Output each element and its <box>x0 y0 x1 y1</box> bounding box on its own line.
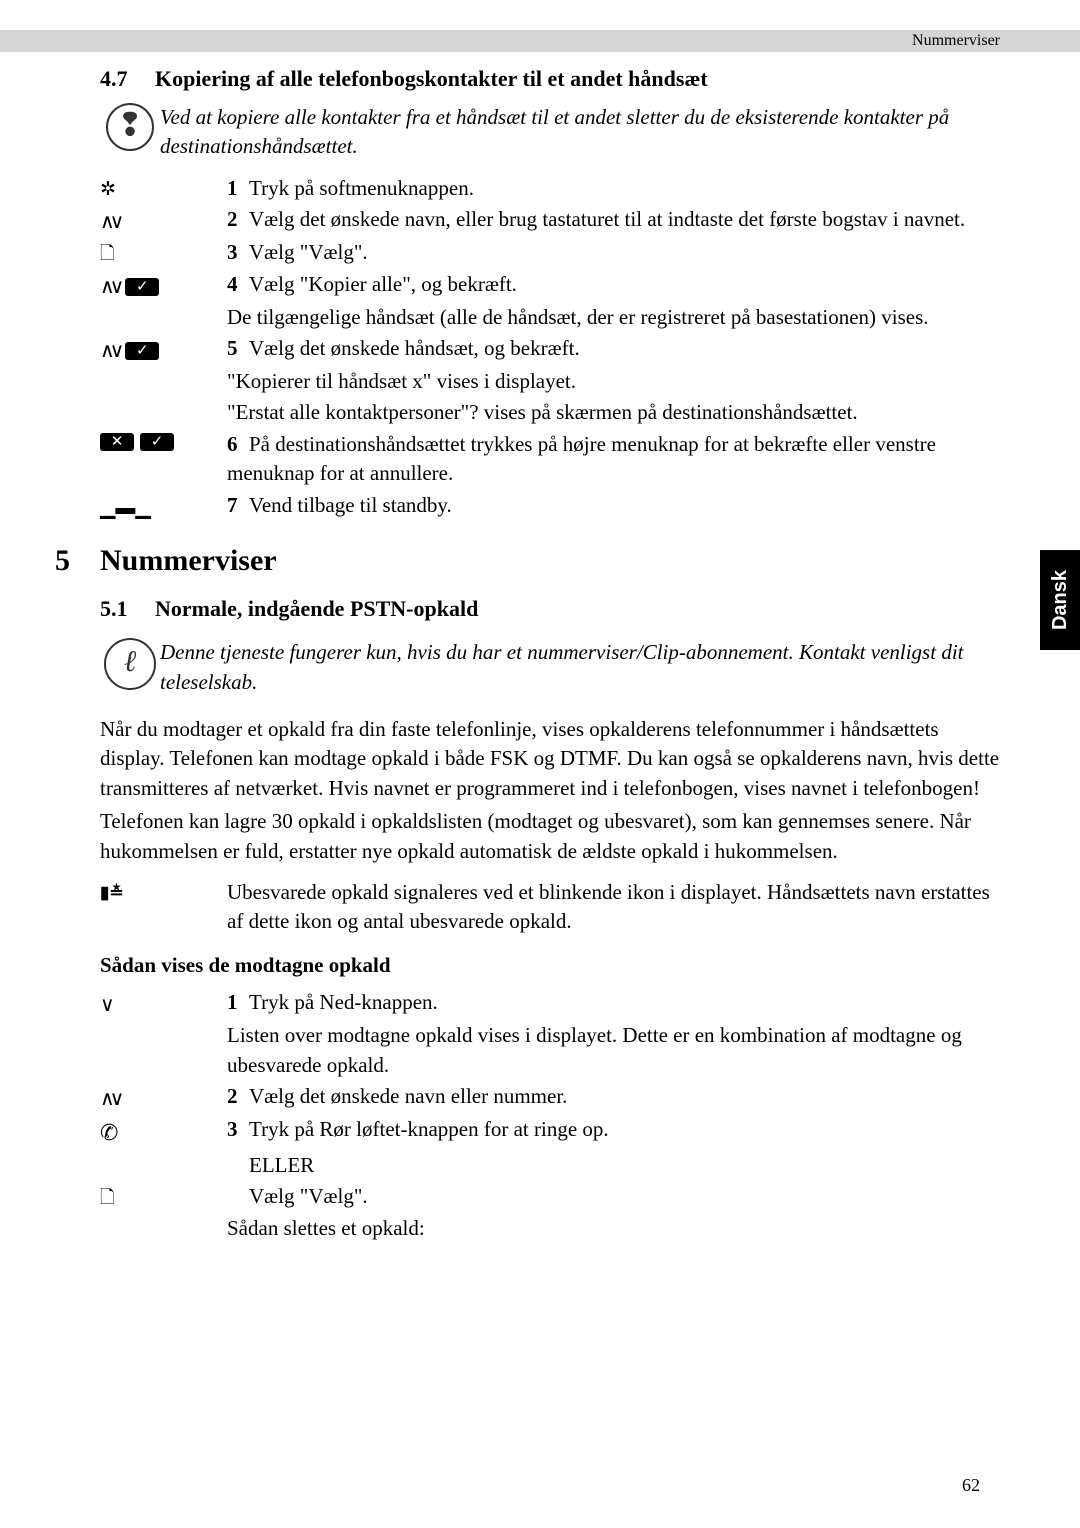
updown-icon: ∧∨ <box>100 273 119 301</box>
offhook-icon: ✆ <box>100 1118 118 1149</box>
book-icon: ✲ <box>100 177 116 204</box>
chapter-5-heading: 5Nummerviser <box>55 540 1000 582</box>
section-5-1-heading: 5.1Normale, indgående PSTN-opkald <box>100 594 1000 625</box>
steps-5-1: ∨ 1Tryk på Ned-knappen. Listen over modt… <box>100 988 1000 1243</box>
updown-icon: ∧∨ <box>100 337 119 365</box>
warning-note: Ved at kopiere alle kontakter fra et hån… <box>100 103 1000 162</box>
page-icon: 🗋 <box>100 1185 114 1210</box>
icon-hint-block: ▮≛ Ubesvarede opkald signaleres ved et b… <box>100 878 1000 937</box>
confirm-button-icon: ✓ <box>125 342 159 360</box>
hangup-icon: ▁▬▁ <box>100 494 151 522</box>
body-paragraph: Når du modtager et opkald fra din faste … <box>100 715 1000 803</box>
info-icon <box>104 638 156 690</box>
page-icon: 🗋 <box>100 241 114 266</box>
subsection-heading: Sådan vises de modtagne opkald <box>100 951 1000 980</box>
updown-icon: ∧∨ <box>100 208 119 236</box>
language-tab: Dansk <box>1040 550 1080 650</box>
down-icon: ∨ <box>100 991 115 1019</box>
header-label: Nummerviser <box>0 30 1080 52</box>
warning-icon <box>106 103 154 151</box>
body-paragraph: Telefonen kan lagre 30 opkald i opkaldsl… <box>100 807 1000 866</box>
page-number: 62 <box>962 1473 980 1498</box>
info-note: Denne tjeneste fungerer kun, hvis du har… <box>100 638 1000 697</box>
confirm-button-icon: ✓ <box>140 433 174 451</box>
updown-icon: ∧∨ <box>100 1085 119 1113</box>
section-4-7-heading: 4.7Kopiering af alle telefonbogskontakte… <box>100 64 1000 95</box>
missed-call-icon: ▮≛ <box>100 881 124 905</box>
steps-4-7: ✲ 1Tryk på softmenuknappen. ∧∨ 2Vælg det… <box>100 174 1000 522</box>
confirm-button-icon: ✓ <box>125 278 159 296</box>
cancel-button-icon: ✕ <box>100 433 134 451</box>
